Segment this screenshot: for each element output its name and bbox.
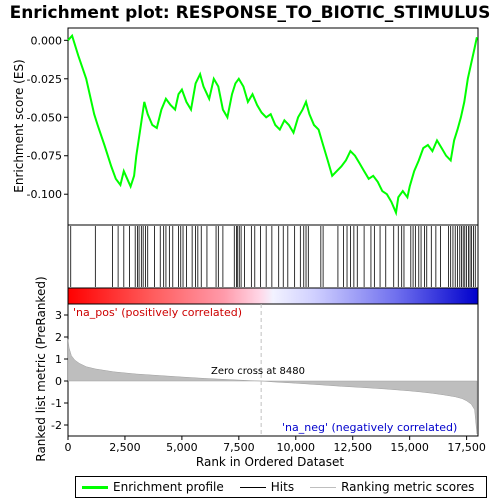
legend-label-ranking: Ranking metric scores	[341, 480, 475, 494]
metric-y-tick-label: 2	[55, 331, 62, 344]
es-y-axis-label: Enrichment score (ES)	[12, 59, 26, 192]
x-tick-label: 15,000	[390, 441, 429, 454]
legend-swatch-hits	[239, 486, 266, 488]
es-y-tick-label: -0.050	[27, 111, 62, 124]
x-tick-label: 17,500	[447, 441, 486, 454]
x-tick-label: 0	[65, 441, 72, 454]
legend-item-hits: Hits	[239, 480, 295, 494]
x-axis-label: Rank in Ordered Dataset	[196, 455, 344, 469]
metric-y-axis-label: Ranked list metric (PreRanked)	[34, 276, 48, 461]
es-plot-frame	[67, 27, 479, 226]
neg-correlated-label: 'na_neg' (negatively correlated)	[282, 421, 457, 434]
hit-lines	[70, 226, 476, 287]
legend: Enrichment profile Hits Ranking metric s…	[75, 476, 487, 498]
enrichment-profile-line	[67, 33, 478, 217]
legend-label-hits: Hits	[270, 480, 295, 494]
metric-frame	[67, 303, 479, 437]
es-y-tick-label: -0.025	[27, 73, 62, 86]
metric-y-tick-label: -1	[51, 397, 62, 410]
x-tick-label: 7,500	[223, 441, 255, 454]
x-tick-label: 5,000	[166, 441, 198, 454]
es-y-axis: 0.000 -0.025 -0.050 -0.075 -0.100	[27, 34, 68, 201]
metric-panel: Zero cross at 8480 'na_pos' (positively …	[34, 276, 486, 469]
legend-item-ranking: Ranking metric scores	[310, 480, 474, 494]
legend-label-enrichment: Enrichment profile	[113, 480, 224, 494]
x-tick-label: 12,500	[333, 441, 372, 454]
legend-swatch-ranking	[310, 486, 337, 488]
metric-y-tick-label: 0	[55, 375, 62, 388]
ranking-metric-area	[67, 339, 478, 434]
x-tick-label: 2,500	[109, 441, 141, 454]
es-panel: 0.000 -0.025 -0.050 -0.075 -0.100 Enrichment…	[12, 27, 479, 226]
zero-cross-label: Zero cross at 8480	[211, 366, 305, 377]
legend-item-enrichment: Enrichment profile	[82, 480, 224, 494]
metric-y-tick-label: -2	[51, 419, 62, 432]
x-axis: 0 2,500 5,000 7,500 10,000 12,500 15,000 17,500	[65, 436, 486, 454]
es-y-tick-label: 0.000	[31, 34, 63, 47]
hits-panel	[67, 224, 479, 289]
chart-title: Enrichment plot: RESPONSE_TO_BIOTIC_STIM…	[10, 3, 491, 23]
metric-y-axis: 3 2 1 0 -1 -2	[51, 309, 68, 432]
es-y-tick-label: -0.100	[27, 188, 62, 201]
rank-bar	[67, 287, 479, 305]
metric-y-tick-label: 3	[55, 309, 62, 322]
x-tick-label: 10,000	[277, 441, 316, 454]
metric-y-tick-label: 1	[55, 353, 62, 366]
es-y-tick-label: -0.075	[27, 150, 62, 163]
pos-correlated-label: 'na_pos' (positively correlated)	[73, 306, 242, 319]
rank-gradient	[67, 287, 479, 305]
legend-swatch-enrichment	[82, 485, 108, 489]
